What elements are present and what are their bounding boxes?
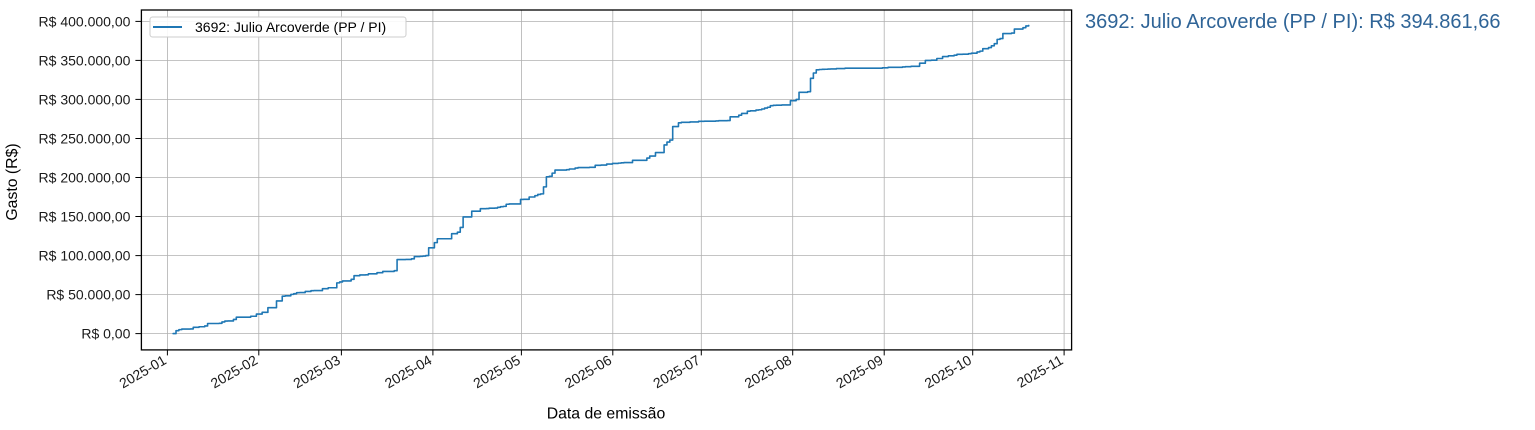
svg-text:R$ 100.000,00: R$ 100.000,00 <box>39 248 131 264</box>
svg-text:3692: Julio Arcoverde (PP / PI: 3692: Julio Arcoverde (PP / PI) <box>195 19 386 35</box>
svg-text:R$ 0,00: R$ 0,00 <box>81 326 130 342</box>
svg-text:Gasto (R$): Gasto (R$) <box>4 143 21 220</box>
svg-text:R$ 350.000,00: R$ 350.000,00 <box>39 52 131 68</box>
svg-text:3692: Julio Arcoverde (PP / PI: 3692: Julio Arcoverde (PP / PI): R$ 394.… <box>1085 11 1500 33</box>
svg-text:R$ 50.000,00: R$ 50.000,00 <box>46 287 130 303</box>
svg-text:R$ 250.000,00: R$ 250.000,00 <box>39 131 131 147</box>
svg-text:R$ 150.000,00: R$ 150.000,00 <box>39 209 131 225</box>
svg-text:R$ 200.000,00: R$ 200.000,00 <box>39 170 131 186</box>
svg-text:R$ 300.000,00: R$ 300.000,00 <box>39 91 131 107</box>
svg-text:Data de emissão: Data de emissão <box>547 406 666 423</box>
svg-text:R$ 400.000,00: R$ 400.000,00 <box>39 13 131 29</box>
